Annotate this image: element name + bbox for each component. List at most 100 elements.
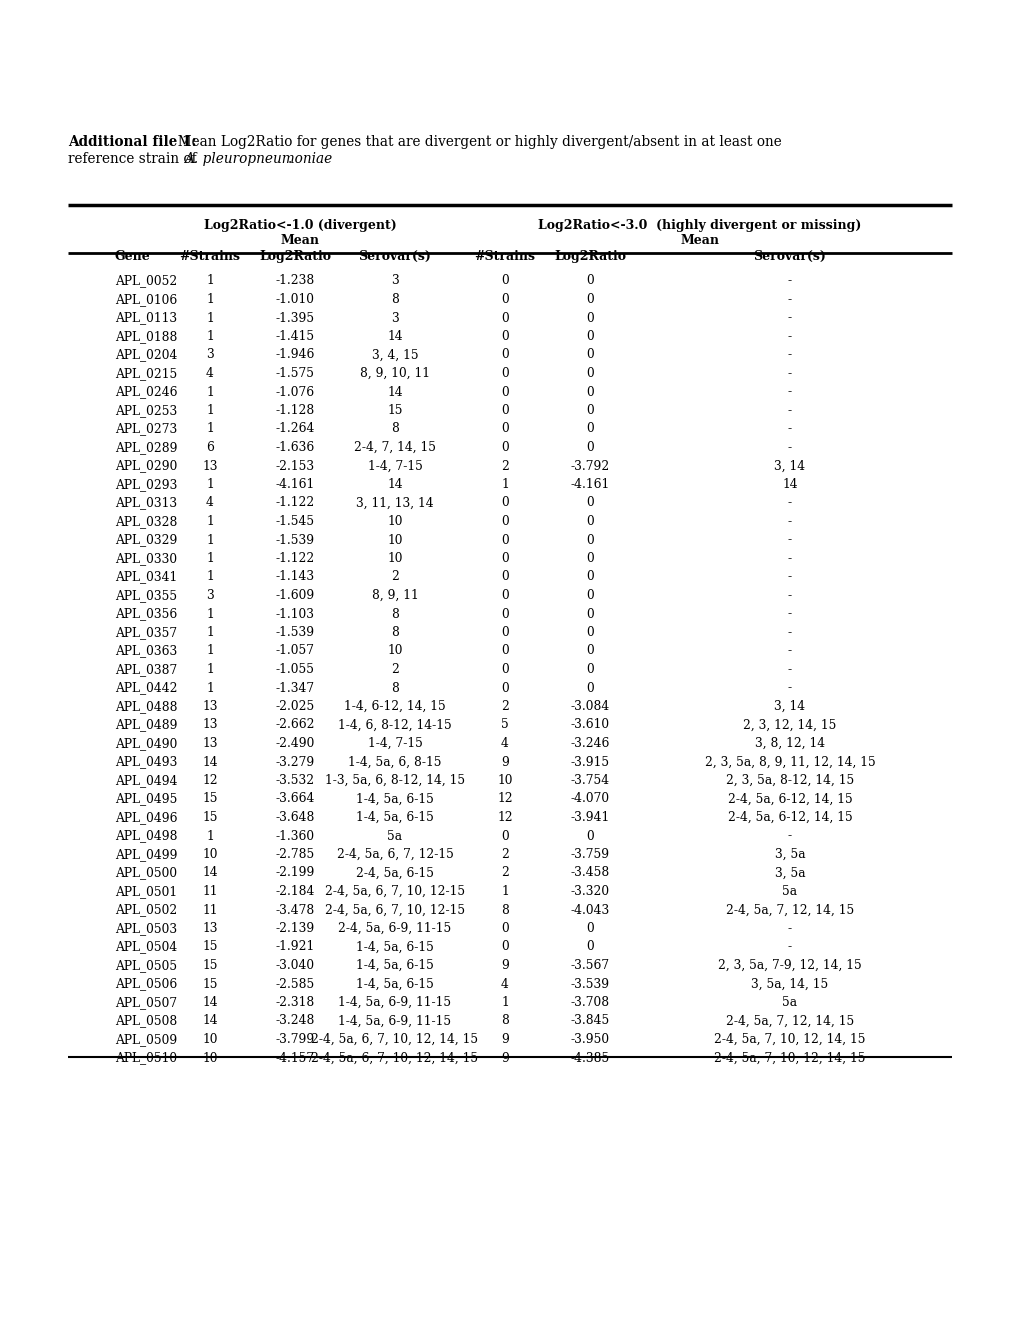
Text: 0: 0 <box>500 589 508 602</box>
Text: 0: 0 <box>586 385 593 399</box>
Text: 11: 11 <box>202 884 217 898</box>
Text: 3: 3 <box>206 589 214 602</box>
Text: APL_0246: APL_0246 <box>115 385 177 399</box>
Text: 9: 9 <box>500 755 508 768</box>
Text: -1.946: -1.946 <box>275 348 315 362</box>
Text: APL_0290: APL_0290 <box>115 459 177 473</box>
Text: -: - <box>787 533 792 546</box>
Text: APL_0289: APL_0289 <box>115 441 177 454</box>
Text: -: - <box>787 663 792 676</box>
Text: Log2Ratio: Log2Ratio <box>553 249 626 263</box>
Text: APL_0501: APL_0501 <box>115 884 177 898</box>
Text: APL_0510: APL_0510 <box>115 1052 177 1064</box>
Text: 1: 1 <box>206 607 214 620</box>
Text: 1-4, 6-12, 14, 15: 1-4, 6-12, 14, 15 <box>343 700 445 713</box>
Text: 0: 0 <box>586 940 593 953</box>
Text: 1: 1 <box>206 570 214 583</box>
Text: -2.318: -2.318 <box>275 997 314 1008</box>
Text: -: - <box>787 330 792 343</box>
Text: 1: 1 <box>206 330 214 343</box>
Text: 2: 2 <box>390 570 398 583</box>
Text: 4: 4 <box>500 978 508 990</box>
Text: 9: 9 <box>500 1034 508 1045</box>
Text: 5a: 5a <box>387 829 403 842</box>
Text: APL_0204: APL_0204 <box>115 348 177 362</box>
Text: 10: 10 <box>387 644 403 657</box>
Text: APL_0253: APL_0253 <box>115 404 177 417</box>
Text: -1.143: -1.143 <box>275 570 314 583</box>
Text: 0: 0 <box>500 348 508 362</box>
Text: 1-4, 5a, 6-15: 1-4, 5a, 6-15 <box>356 960 433 972</box>
Text: APL_0052: APL_0052 <box>115 275 177 288</box>
Text: -: - <box>787 293 792 306</box>
Text: 1: 1 <box>206 404 214 417</box>
Text: reference strain of: reference strain of <box>68 152 201 166</box>
Text: 0: 0 <box>586 681 593 694</box>
Text: 2, 3, 12, 14, 15: 2, 3, 12, 14, 15 <box>743 718 836 731</box>
Text: 8: 8 <box>500 1015 508 1027</box>
Text: 1: 1 <box>206 681 214 694</box>
Text: 0: 0 <box>500 940 508 953</box>
Text: 1: 1 <box>206 533 214 546</box>
Text: -1.055: -1.055 <box>275 663 314 676</box>
Text: -1.057: -1.057 <box>275 644 314 657</box>
Text: -1.128: -1.128 <box>275 404 314 417</box>
Text: 3, 8, 12, 14: 3, 8, 12, 14 <box>754 737 824 750</box>
Text: 2-4, 5a, 6, 7, 10, 12, 14, 15: 2-4, 5a, 6, 7, 10, 12, 14, 15 <box>311 1034 478 1045</box>
Text: -2.199: -2.199 <box>275 866 315 879</box>
Text: -2.490: -2.490 <box>275 737 315 750</box>
Text: 1: 1 <box>206 422 214 436</box>
Text: 0: 0 <box>500 330 508 343</box>
Text: Mean: Mean <box>280 234 319 247</box>
Text: 0: 0 <box>500 607 508 620</box>
Text: -: - <box>787 275 792 288</box>
Text: Gene: Gene <box>115 249 151 263</box>
Text: 2-4, 5a, 7, 10, 12, 14, 15: 2-4, 5a, 7, 10, 12, 14, 15 <box>713 1052 865 1064</box>
Text: 11: 11 <box>202 903 217 916</box>
Text: APL_0508: APL_0508 <box>115 1015 177 1027</box>
Text: -3.664: -3.664 <box>275 792 315 805</box>
Text: -3.478: -3.478 <box>275 903 314 916</box>
Text: Log2Ratio<-3.0  (highly divergent or missing): Log2Ratio<-3.0 (highly divergent or miss… <box>538 219 861 232</box>
Text: APL_0504: APL_0504 <box>115 940 177 953</box>
Text: 0: 0 <box>586 626 593 639</box>
Text: 0: 0 <box>500 626 508 639</box>
Text: -4.157: -4.157 <box>275 1052 314 1064</box>
Text: -3.248: -3.248 <box>275 1015 315 1027</box>
Text: APL_0507: APL_0507 <box>115 997 177 1008</box>
Text: -1.575: -1.575 <box>275 367 314 380</box>
Text: -1.539: -1.539 <box>275 626 314 639</box>
Text: 0: 0 <box>500 533 508 546</box>
Text: 8: 8 <box>390 293 398 306</box>
Text: -3.950: -3.950 <box>570 1034 609 1045</box>
Text: 10: 10 <box>202 1034 217 1045</box>
Text: 2: 2 <box>500 847 508 861</box>
Text: 15: 15 <box>387 404 403 417</box>
Text: APL_0106: APL_0106 <box>115 293 177 306</box>
Text: 10: 10 <box>497 774 513 787</box>
Text: 15: 15 <box>202 940 217 953</box>
Text: 0: 0 <box>500 644 508 657</box>
Text: -4.161: -4.161 <box>275 478 314 491</box>
Text: APL_0506: APL_0506 <box>115 978 177 990</box>
Text: 15: 15 <box>202 792 217 805</box>
Text: -: - <box>787 422 792 436</box>
Text: A. pleuropneumoniae: A. pleuropneumoniae <box>183 152 332 166</box>
Text: -3.279: -3.279 <box>275 755 314 768</box>
Text: 2, 3, 5a, 8-12, 14, 15: 2, 3, 5a, 8-12, 14, 15 <box>726 774 853 787</box>
Text: 8, 9, 11: 8, 9, 11 <box>371 589 418 602</box>
Text: 2: 2 <box>500 459 508 473</box>
Text: 12: 12 <box>496 792 513 805</box>
Text: Additional file 1:: Additional file 1: <box>68 135 197 149</box>
Text: -3.648: -3.648 <box>275 810 315 824</box>
Text: 0: 0 <box>586 533 593 546</box>
Text: 0: 0 <box>586 607 593 620</box>
Text: -2.662: -2.662 <box>275 718 315 731</box>
Text: 0: 0 <box>586 829 593 842</box>
Text: -1.545: -1.545 <box>275 515 314 528</box>
Text: -2.785: -2.785 <box>275 847 314 861</box>
Text: APL_0113: APL_0113 <box>115 312 177 325</box>
Text: -3.246: -3.246 <box>570 737 609 750</box>
Text: 0: 0 <box>586 404 593 417</box>
Text: 15: 15 <box>202 978 217 990</box>
